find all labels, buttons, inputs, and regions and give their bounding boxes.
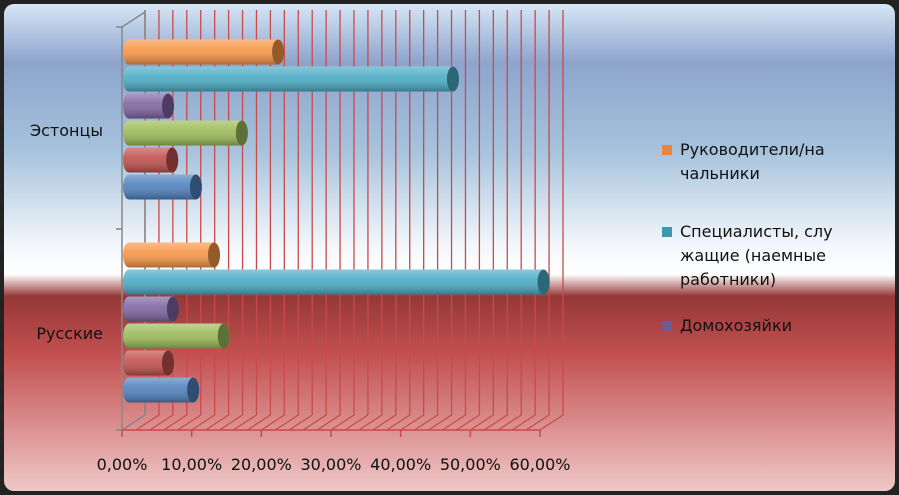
legend-item: Домохозяйки: [660, 314, 860, 338]
floor-gridline: [274, 414, 299, 431]
bar-end-cap: [189, 174, 202, 200]
value-tick-label: 30,00%: [300, 455, 361, 474]
side-wall-bottom: [121, 414, 146, 431]
value-tick-label: 20,00%: [231, 455, 292, 474]
bar: [123, 93, 175, 119]
bar-shading: [123, 296, 179, 322]
floor-gridline: [442, 414, 466, 431]
bar-end-cap: [235, 120, 248, 146]
bar-end-cap: [162, 93, 175, 119]
floor-gridline: [247, 414, 271, 431]
floor-gridline: [163, 414, 188, 431]
bar: [123, 120, 248, 146]
floor-gridline: [414, 414, 438, 431]
bar: [123, 242, 220, 268]
value-tick-label: 50,00%: [440, 455, 501, 474]
floor-gridline: [525, 414, 550, 431]
value-tick-label: 60,00%: [509, 455, 570, 474]
bar: [123, 174, 202, 200]
legend-item: Руководители/на чальники: [660, 138, 860, 186]
bar-shading: [123, 93, 175, 119]
legend: Руководители/на чальники Специалисты, слу ж…: [660, 138, 860, 360]
bar-shading: [123, 350, 175, 376]
value-tick-label: 10,00%: [161, 455, 222, 474]
floor-gridline: [511, 414, 536, 431]
floor-gridline: [372, 414, 397, 431]
legend-swatch: [662, 321, 672, 331]
legend-item: Специалисты, слу жащие (наемные работники): [660, 220, 860, 292]
floor-gridline: [358, 414, 383, 431]
floor-gridline: [428, 414, 452, 431]
floor-gridline: [330, 414, 355, 431]
bar: [123, 269, 550, 295]
category-label: Русские: [36, 324, 103, 343]
floor-gridline: [191, 414, 216, 431]
floor-gridline: [469, 414, 494, 431]
bar: [123, 39, 285, 65]
floor-gridline: [344, 414, 369, 431]
side-wall-top: [121, 11, 146, 28]
bar-shading: [123, 323, 230, 349]
bar-shading: [123, 174, 202, 200]
value-tick-label: 0,00%: [97, 455, 148, 474]
bar-shading: [123, 66, 459, 92]
legend-label: Руководители/на чальники: [680, 140, 825, 183]
bar: [123, 377, 200, 403]
bar-shading: [123, 269, 550, 295]
floor-gridline: [205, 414, 229, 431]
floor-gridline: [135, 414, 160, 431]
value-tick-label: 40,00%: [370, 455, 431, 474]
bar: [123, 66, 459, 92]
floor-gridline: [400, 414, 425, 431]
bar-end-cap: [207, 242, 220, 268]
bar-shading: [123, 377, 200, 403]
bar-shading: [123, 39, 285, 65]
floor-gridline: [288, 414, 313, 431]
bar-end-cap: [272, 39, 285, 65]
bar-end-cap: [537, 269, 550, 295]
floor-gridline: [483, 414, 508, 431]
floor-gridline: [456, 414, 480, 431]
legend-swatch: [662, 227, 672, 237]
bar-end-cap: [187, 377, 200, 403]
bar-shading: [123, 147, 179, 173]
floor-gridline: [233, 414, 257, 431]
floor-gridline: [149, 414, 174, 431]
bar-end-cap: [162, 350, 175, 376]
bar: [123, 147, 179, 173]
bar-end-cap: [166, 296, 179, 322]
legend-swatch: [662, 145, 672, 155]
bar-end-cap: [446, 66, 459, 92]
bar: [123, 350, 175, 376]
legend-label: Специалисты, слу жащие (наемные работники): [680, 222, 833, 289]
floor-gridline: [219, 414, 243, 431]
bar: [123, 323, 230, 349]
floor-gridline: [260, 414, 285, 431]
bar-end-cap: [166, 147, 179, 173]
category-label: Эстонцы: [30, 121, 103, 140]
floor-gridline: [316, 414, 341, 431]
bar-shading: [123, 120, 248, 146]
floor-gridline: [177, 414, 202, 431]
legend-label: Домохозяйки: [680, 316, 792, 335]
floor-gridline: [539, 414, 564, 431]
floor-gridline: [386, 414, 411, 431]
bar-end-cap: [217, 323, 230, 349]
bar: [123, 296, 179, 322]
floor-gridline: [302, 414, 327, 431]
bar-shading: [123, 242, 220, 268]
floor-gridline: [497, 414, 522, 431]
